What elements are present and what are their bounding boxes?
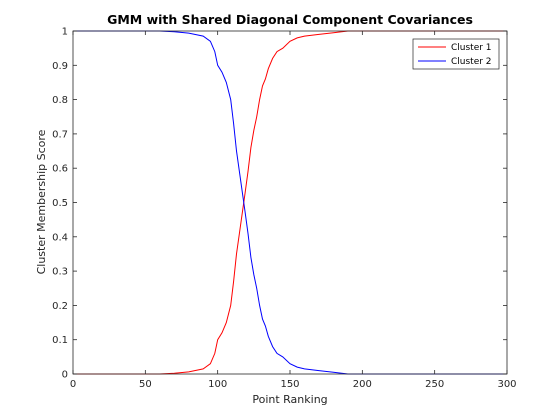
chart-title: GMM with Shared Diagonal Component Covar… <box>107 12 473 27</box>
x-tick-label: 0 <box>70 379 76 390</box>
legend-box <box>412 38 500 70</box>
x-tick-label: 50 <box>139 379 152 390</box>
series-line-cluster-2 <box>73 30 507 375</box>
y-tick-label: 0.5 <box>52 198 68 209</box>
legend-label-cluster-2: Cluster 2 <box>451 57 492 67</box>
legend-label-cluster-1: Cluster 1 <box>451 43 492 53</box>
plot-frame <box>72 30 508 375</box>
x-axis-label: Point Ranking <box>252 393 327 406</box>
y-tick-label: 0.9 <box>52 61 68 72</box>
y-tick-label: 0.1 <box>52 335 68 346</box>
y-axis-label: Cluster Membership Score <box>35 129 48 274</box>
y-tick-label: 1 <box>62 27 68 38</box>
axis-ticks: 0 50 100 150 200 250 300 0 0.1 0.2 0.3 0.4 0.5 0.6 0.7… <box>52 27 516 391</box>
x-tick-label: 300 <box>497 379 516 390</box>
series-line-cluster-1 <box>73 30 507 375</box>
x-tick-label: 200 <box>353 379 372 390</box>
y-tick-label: 0.3 <box>52 267 68 278</box>
y-tick-label: 0.6 <box>52 164 68 175</box>
series-lines <box>73 30 507 375</box>
y-tick-label: 0.2 <box>52 301 68 312</box>
legend: Cluster 1 Cluster 2 <box>412 38 500 70</box>
y-tick-label: 0 <box>62 370 68 381</box>
y-tick-label: 0.7 <box>52 129 68 140</box>
plot-area <box>73 31 507 374</box>
y-tick-label: 0.4 <box>52 232 68 243</box>
x-tick-label: 250 <box>425 379 444 390</box>
x-tick-label: 100 <box>208 379 227 390</box>
x-tick-label: 150 <box>280 379 299 390</box>
y-tick-label: 0.8 <box>52 95 68 106</box>
